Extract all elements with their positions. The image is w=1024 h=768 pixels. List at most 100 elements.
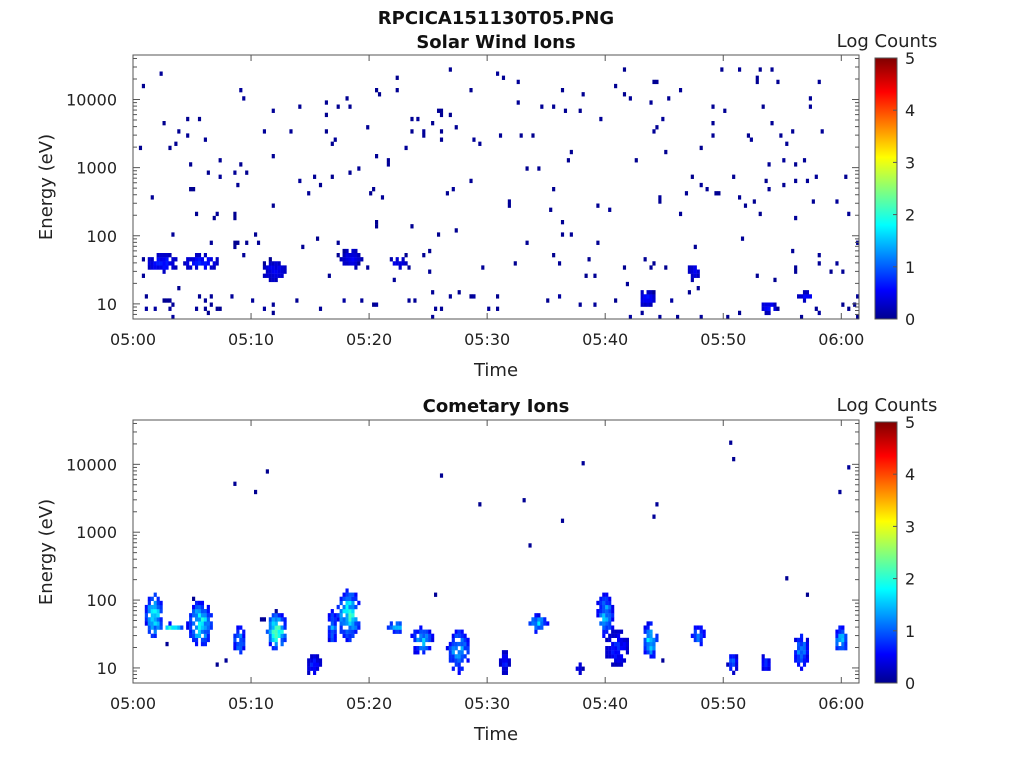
heatmap-cell xyxy=(454,658,458,663)
heatmap-cell xyxy=(189,257,193,262)
heatmap-cell xyxy=(652,129,656,134)
heatmap-cell xyxy=(463,633,467,638)
heatmap-cell xyxy=(779,133,783,138)
colorbar-tick-label: 5 xyxy=(905,413,915,432)
heatmap-cell xyxy=(413,629,417,634)
heatmap-cell xyxy=(699,637,703,643)
heatmap-cell xyxy=(156,621,160,626)
heatmap-cell xyxy=(599,600,603,606)
heatmap-cell xyxy=(560,220,565,225)
heatmap-cell xyxy=(150,625,154,630)
heatmap-cell xyxy=(277,269,281,274)
heatmap-cell xyxy=(761,654,765,659)
heatmap-cell xyxy=(407,265,411,270)
heatmap-cell xyxy=(271,629,275,634)
heatmap-cell xyxy=(608,596,612,602)
heatmap-cell xyxy=(451,637,455,643)
heatmap-cell xyxy=(431,121,435,126)
heatmap-cell xyxy=(732,654,736,659)
heatmap-cell xyxy=(841,637,845,643)
heatmap-cell xyxy=(466,641,470,647)
heatmap-cell xyxy=(153,265,157,270)
heatmap-cell xyxy=(808,96,812,101)
heatmap-cell xyxy=(218,306,222,311)
heatmap-cell xyxy=(200,257,205,262)
heatmap-cell xyxy=(434,592,438,597)
heatmap-cell xyxy=(614,650,618,655)
heatmap-cell xyxy=(280,641,284,647)
heatmap-cell xyxy=(162,253,166,258)
heatmap-cell xyxy=(428,269,432,274)
heatmap-cell xyxy=(646,633,650,638)
heatmap-cell xyxy=(162,121,166,126)
heatmap-cell xyxy=(428,646,432,651)
heatmap-cell xyxy=(330,621,334,626)
heatmap-cell xyxy=(354,592,358,597)
heatmap-cell xyxy=(617,629,621,634)
heatmap-cell xyxy=(457,641,461,647)
heatmap-cell xyxy=(767,306,771,311)
heatmap-cell xyxy=(764,178,768,184)
heatmap-cell xyxy=(144,621,148,626)
heatmap-cell xyxy=(348,629,352,634)
heatmap-cell xyxy=(767,187,771,192)
heatmap-cell xyxy=(431,314,435,320)
heatmap-cell xyxy=(194,600,199,606)
heatmap-cell xyxy=(315,236,320,241)
heatmap-cell xyxy=(194,306,199,311)
heatmap-cell xyxy=(342,609,346,614)
heatmap-cell xyxy=(345,261,349,266)
heatmap-cell xyxy=(799,294,804,299)
heatmap-cell xyxy=(448,654,452,659)
heatmap-cell xyxy=(534,629,538,634)
heatmap-cell xyxy=(758,67,762,72)
heatmap-cell xyxy=(348,596,352,602)
heatmap-cell xyxy=(516,79,520,85)
heatmap-cell xyxy=(165,298,169,303)
heatmap-cell xyxy=(410,224,414,229)
heatmap-cell xyxy=(395,621,399,626)
heatmap-cell xyxy=(274,273,278,278)
heatmap-cell xyxy=(159,604,163,610)
heatmap-cell xyxy=(643,650,647,655)
heatmap-cell xyxy=(351,633,355,638)
heatmap-cell xyxy=(165,253,169,258)
heatmap-cell xyxy=(693,637,697,643)
heatmap-cell xyxy=(614,658,618,663)
heatmap-cell xyxy=(156,609,160,614)
heatmap-cell xyxy=(614,83,618,89)
heatmap-cell xyxy=(315,662,320,667)
heatmap-cell xyxy=(690,269,694,274)
heatmap-cell xyxy=(578,108,582,113)
heatmap-cell xyxy=(233,244,237,250)
heatmap-cell xyxy=(540,621,544,626)
heatmap-cell xyxy=(581,461,585,466)
heatmap-cell xyxy=(652,646,656,651)
heatmap-cell xyxy=(345,609,349,614)
heatmap-cell xyxy=(277,625,281,630)
heatmap-cell xyxy=(617,637,621,643)
heatmap-cell xyxy=(622,67,627,72)
heatmap-cell xyxy=(274,629,278,634)
heatmap-cell xyxy=(200,604,205,610)
heatmap-cell xyxy=(203,609,207,614)
heatmap-cell xyxy=(342,629,346,634)
heatmap-cell xyxy=(504,658,508,663)
x-tick-label: 05:20 xyxy=(346,330,392,349)
heatmap-cell xyxy=(552,187,556,192)
heatmap-cell xyxy=(348,592,352,597)
heatmap-cell xyxy=(206,637,210,643)
heatmap-cell xyxy=(189,633,193,638)
heatmap-cell xyxy=(599,604,603,610)
heatmap-cell xyxy=(501,650,506,655)
heatmap-cell xyxy=(336,253,340,258)
heatmap-cell xyxy=(209,625,213,630)
heatmap-cell xyxy=(239,162,243,167)
heatmap-cell xyxy=(569,232,573,237)
heatmap-cell xyxy=(200,641,205,647)
heatmap-cell xyxy=(596,609,600,614)
heatmap-cell xyxy=(593,273,597,278)
heatmap-cell xyxy=(194,633,199,638)
heatmap-cell xyxy=(428,248,432,254)
heatmap-cell xyxy=(643,629,647,634)
